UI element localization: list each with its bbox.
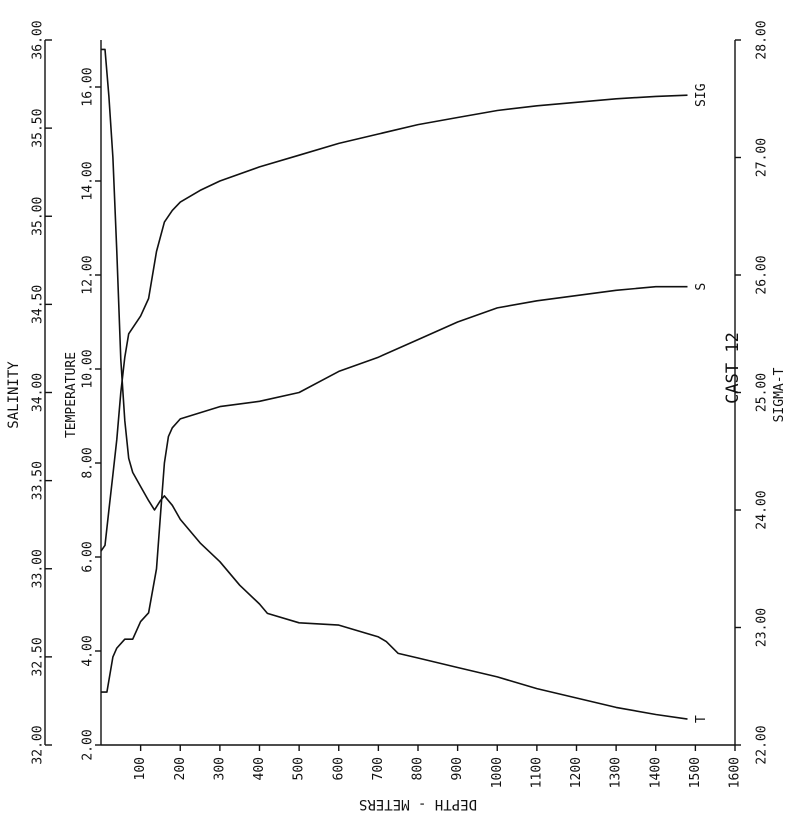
depth-tick-label: 900 bbox=[450, 757, 465, 780]
series-line-t bbox=[101, 49, 688, 719]
salinity-tick-label: 33.00 bbox=[31, 549, 46, 588]
sigma-tick-label: 26.00 bbox=[755, 255, 770, 294]
temperature-tick-label: 14.00 bbox=[81, 161, 96, 200]
cast-label: CAST 12 bbox=[723, 332, 743, 404]
depth-tick-label: 600 bbox=[331, 757, 346, 780]
series-label-t: T bbox=[694, 715, 709, 723]
salinity-tick-label: 35.50 bbox=[31, 109, 46, 148]
series-label-sig: SIG bbox=[694, 83, 709, 107]
depth-tick-label: 100 bbox=[133, 757, 148, 780]
temperature-tick-label: 8.00 bbox=[81, 447, 96, 478]
depth-tick-label: 1300 bbox=[609, 757, 624, 788]
sigma-tick-label: 25.00 bbox=[755, 373, 770, 412]
salinity-tick-label: 32.00 bbox=[31, 725, 46, 764]
temperature-tick-label: 2.00 bbox=[81, 729, 96, 760]
temperature-tick-label: 16.00 bbox=[81, 67, 96, 106]
salinity-tick-label: 33.50 bbox=[31, 461, 46, 500]
temperature-tick-label: 12.00 bbox=[81, 255, 96, 294]
temperature-axis-label: TEMPERATURE bbox=[64, 352, 79, 438]
series-group: T S SIG bbox=[101, 49, 709, 723]
depth-tick-label: 1400 bbox=[648, 757, 663, 788]
series-label-s: S bbox=[694, 283, 709, 291]
sigma-axis-label: SIGMA-T bbox=[772, 367, 787, 422]
depth-tick-label: 1200 bbox=[569, 757, 584, 788]
depth-tick-label: 1000 bbox=[490, 757, 505, 788]
depth-tick-label: 1500 bbox=[688, 757, 703, 788]
depth-tick-label: 1600 bbox=[728, 757, 743, 788]
salinity-tick-group: 32.00 32.50 33.00 33.50 34.00 34.50 35.00 35.50… bbox=[31, 20, 53, 764]
depth-tick-label: 1100 bbox=[529, 757, 544, 788]
sigma-tick-label: 23.00 bbox=[755, 608, 770, 647]
salinity-tick-label: 35.00 bbox=[31, 197, 46, 236]
salinity-axis-label: SALINITY bbox=[6, 361, 22, 429]
sigma-tick-label: 27.00 bbox=[755, 138, 770, 177]
salinity-tick-label: 36.00 bbox=[31, 20, 46, 59]
sigma-tick-label: 22.00 bbox=[755, 725, 770, 764]
sigma-tick-label: 24.00 bbox=[755, 490, 770, 529]
depth-tick-label: 300 bbox=[212, 757, 227, 780]
depth-tick-label: 500 bbox=[292, 757, 307, 780]
depth-tick-group: 100 200 300 400 500 600 700 800 900 1000 1100 1200 1… bbox=[133, 745, 742, 788]
temperature-tick-label: 4.00 bbox=[81, 635, 96, 666]
salinity-tick-label: 34.00 bbox=[31, 373, 46, 412]
temperature-tick-label: 6.00 bbox=[81, 541, 96, 572]
series-line-sig bbox=[101, 95, 688, 551]
depth-tick-label: 700 bbox=[371, 757, 386, 780]
depth-tick-label: 200 bbox=[173, 757, 188, 780]
temperature-tick-group: 2.00 4.00 6.00 8.00 10.00 12.00 14.00 16.00 bbox=[81, 67, 102, 760]
depth-axis-label: DEPTH - METERS bbox=[359, 796, 477, 812]
salinity-tick-label: 32.50 bbox=[31, 637, 46, 676]
salinity-tick-label: 34.50 bbox=[31, 285, 46, 324]
depth-tick-label: 800 bbox=[411, 757, 426, 780]
series-line-s bbox=[101, 287, 688, 692]
depth-tick-label: 400 bbox=[252, 757, 267, 780]
sigma-tick-label: 28.00 bbox=[755, 20, 770, 59]
temperature-tick-label: 10.00 bbox=[81, 349, 96, 388]
